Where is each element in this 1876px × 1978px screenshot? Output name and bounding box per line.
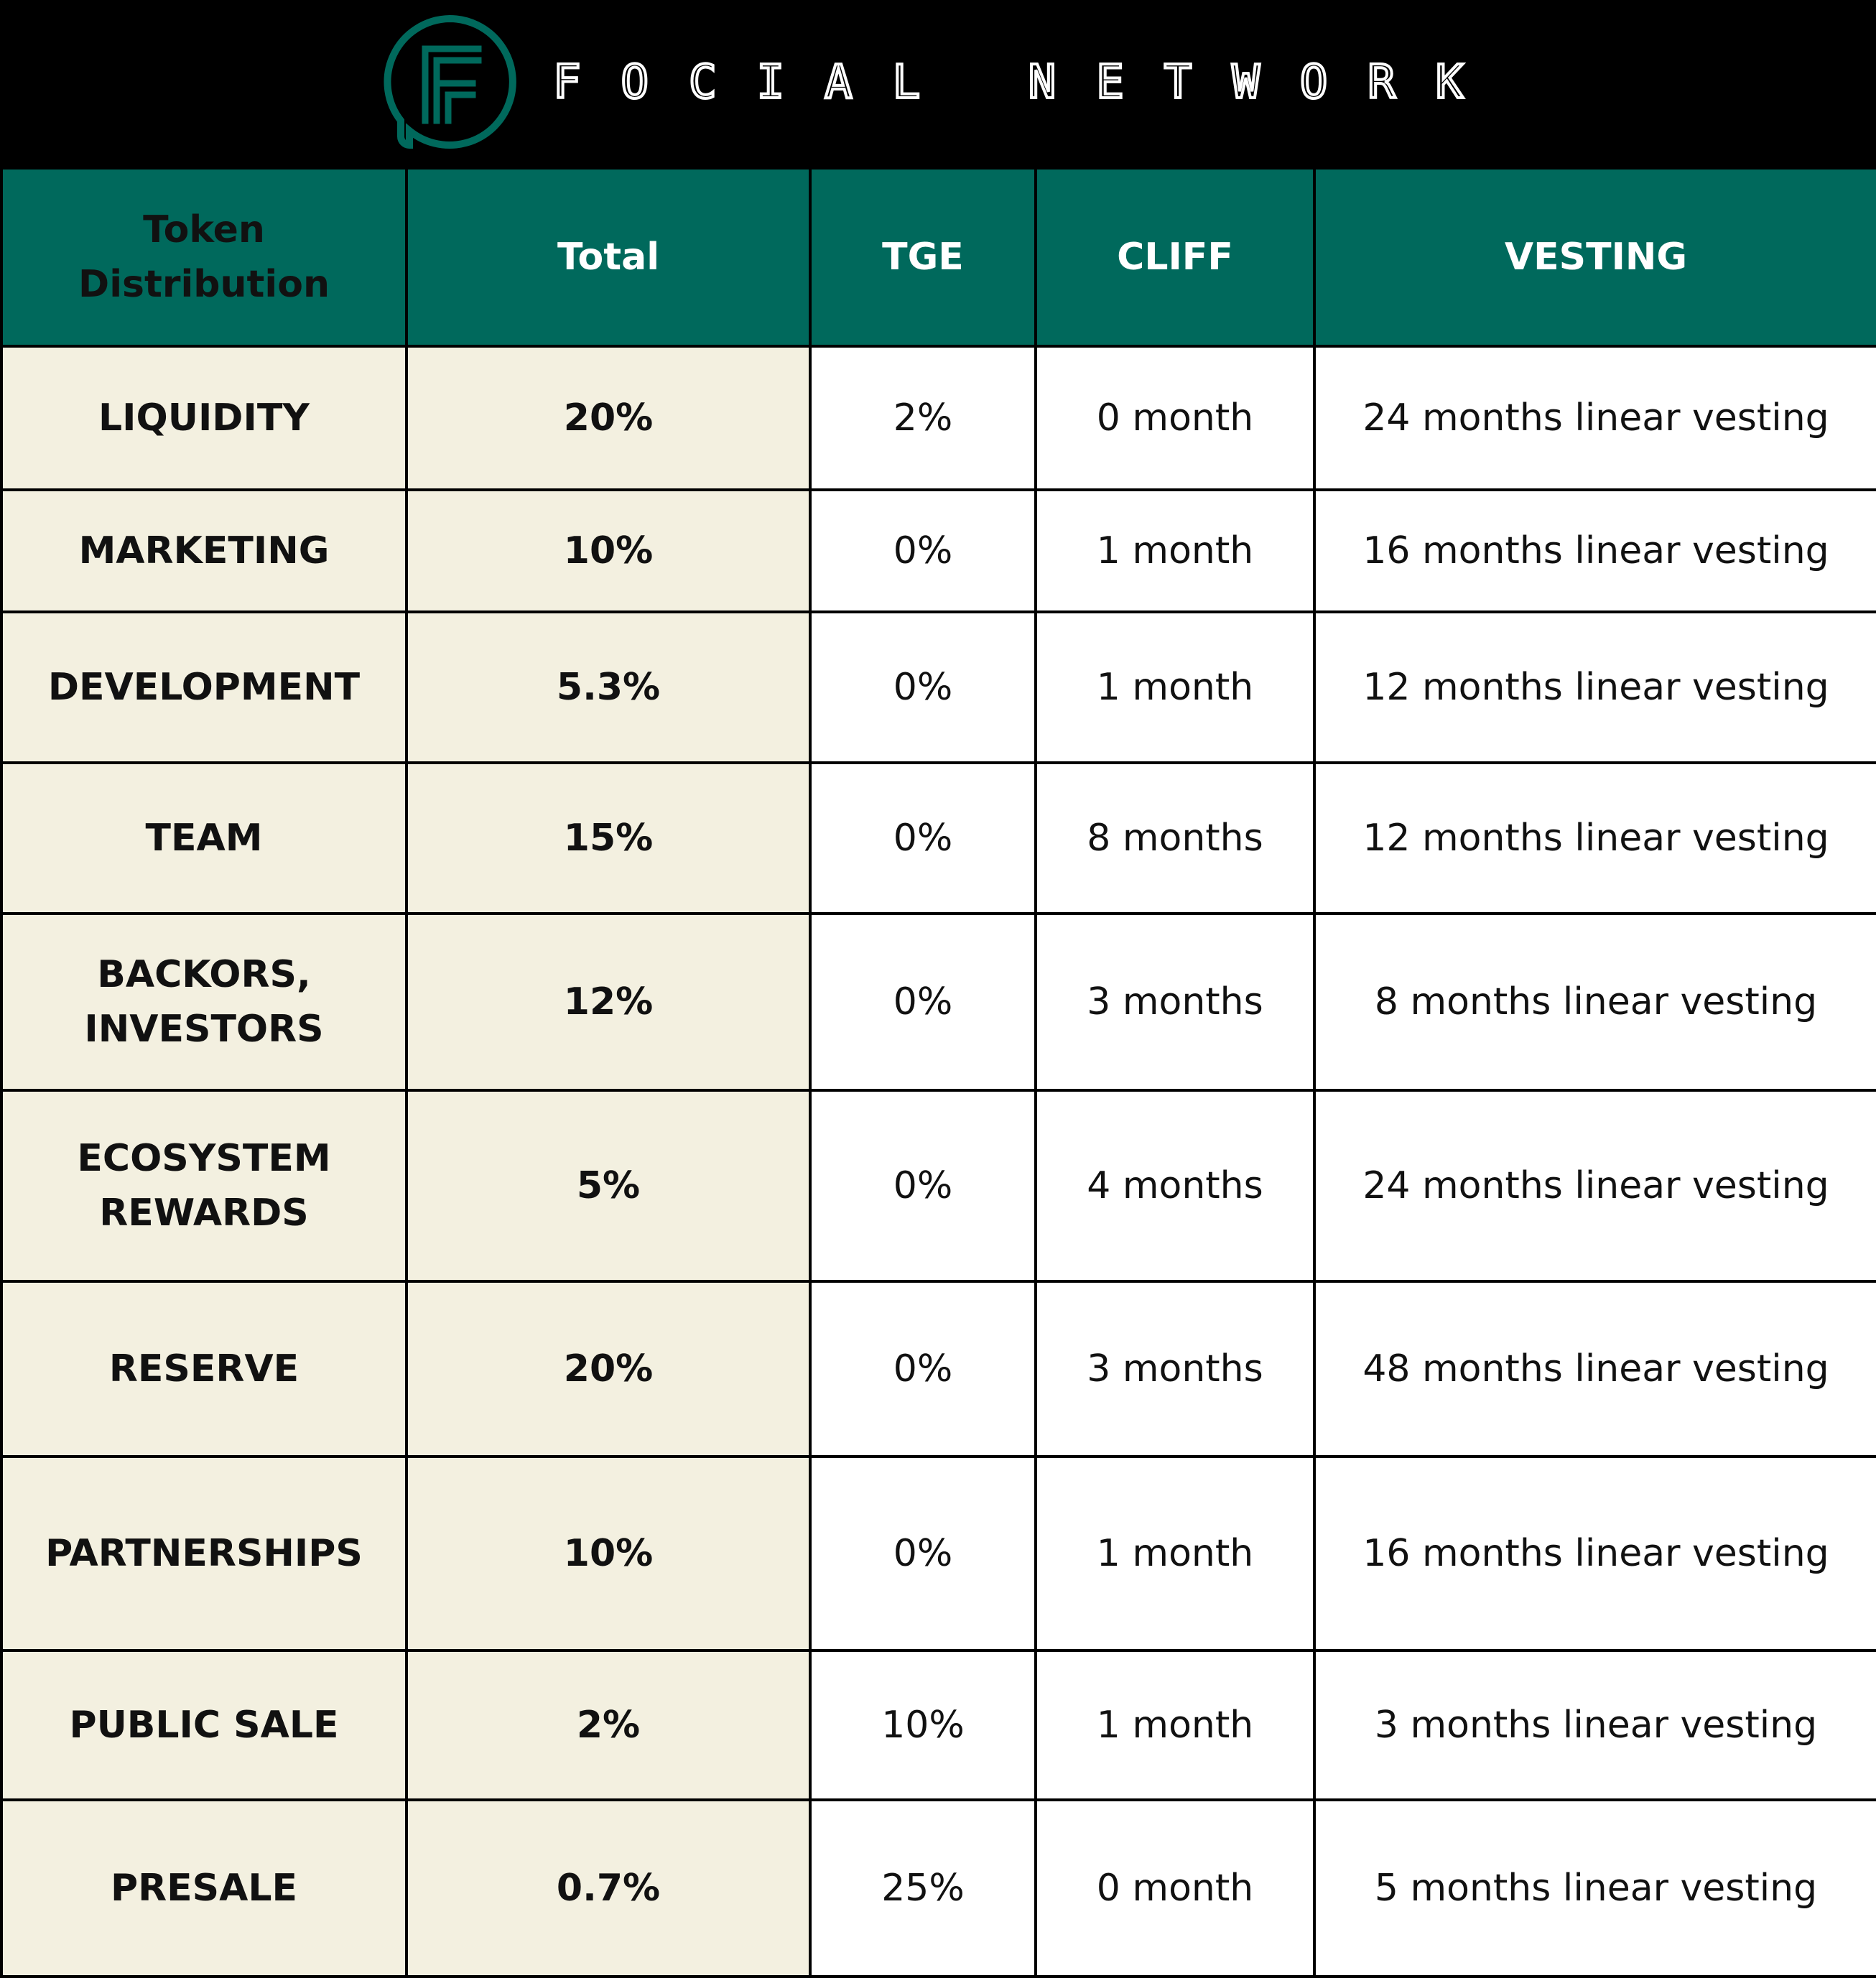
header-vesting: VESTING xyxy=(1313,167,1876,348)
row-tge: 0% xyxy=(809,912,1037,1092)
row-vesting: 16 months linear vesting xyxy=(1313,488,1876,613)
row-vesting: 3 months linear vesting xyxy=(1313,1649,1876,1801)
row-tge: 0% xyxy=(809,1089,1037,1283)
table-row: PUBLIC SALE 2% 10% 1 month 3 months line… xyxy=(0,1649,1876,1801)
row-vesting: 16 months linear vesting xyxy=(1313,1455,1876,1652)
table-row: RESERVE 20% 0% 3 months 48 months linear… xyxy=(0,1280,1876,1458)
row-label: DEVELOPMENT xyxy=(0,610,408,764)
table-row: MARKETING 10% 0% 1 month 16 months linea… xyxy=(0,488,1876,613)
header-tge: TGE xyxy=(809,167,1037,348)
table-row: PRESALE 0.7% 25% 0 month 5 months linear… xyxy=(0,1798,1876,1978)
row-total: 12% xyxy=(405,912,812,1092)
brand-name: FOCIAL NETWORK xyxy=(552,55,1504,111)
table-row: TEAM 15% 0% 8 months 12 months linear ve… xyxy=(0,761,1876,915)
row-tge: 2% xyxy=(809,345,1037,491)
table-row: DEVELOPMENT 5.3% 0% 1 month 12 months li… xyxy=(0,610,1876,764)
row-vesting: 5 months linear vesting xyxy=(1313,1798,1876,1978)
row-total: 5% xyxy=(405,1089,812,1283)
table-row: PARTNERSHIPS 10% 0% 1 month 16 months li… xyxy=(0,1455,1876,1652)
header-distribution: Token Distribution xyxy=(0,167,408,348)
row-total: 15% xyxy=(405,761,812,915)
row-label: ECOSYSTEM REWARDS xyxy=(0,1089,408,1283)
row-total: 2% xyxy=(405,1649,812,1801)
row-cliff: 1 month xyxy=(1034,488,1316,613)
row-cliff: 1 month xyxy=(1034,1649,1316,1801)
row-label: PUBLIC SALE xyxy=(0,1649,408,1801)
row-cliff: 4 months xyxy=(1034,1089,1316,1283)
row-tge: 0% xyxy=(809,488,1037,613)
row-total: 10% xyxy=(405,1455,812,1652)
row-label: BACKORS, INVESTORS xyxy=(0,912,408,1092)
row-cliff: 0 month xyxy=(1034,1798,1316,1978)
table-row: ECOSYSTEM REWARDS 5% 0% 4 months 24 mont… xyxy=(0,1089,1876,1283)
row-vesting: 24 months linear vesting xyxy=(1313,345,1876,491)
row-cliff: 3 months xyxy=(1034,1280,1316,1458)
row-tge: 25% xyxy=(809,1798,1037,1978)
row-label: LIQUIDITY xyxy=(0,345,408,491)
row-total: 20% xyxy=(405,345,812,491)
row-label: MARKETING xyxy=(0,488,408,613)
row-tge: 0% xyxy=(809,1455,1037,1652)
row-total: 20% xyxy=(405,1280,812,1458)
row-vesting: 8 months linear vesting xyxy=(1313,912,1876,1092)
table-row: LIQUIDITY 20% 2% 0 month 24 months linea… xyxy=(0,345,1876,491)
row-tge: 0% xyxy=(809,761,1037,915)
row-tge: 0% xyxy=(809,1280,1037,1458)
row-vesting: 24 months linear vesting xyxy=(1313,1089,1876,1283)
header-cliff: CLIFF xyxy=(1034,167,1316,348)
row-label: PARTNERSHIPS xyxy=(0,1455,408,1652)
table-row: BACKORS, INVESTORS 12% 0% 3 months 8 mon… xyxy=(0,912,1876,1092)
row-total: 0.7% xyxy=(405,1798,812,1978)
brand-title: FOCIAL NETWORK xyxy=(552,0,1504,165)
header-total: Total xyxy=(405,167,812,348)
row-total: 5.3% xyxy=(405,610,812,764)
row-cliff: 1 month xyxy=(1034,610,1316,764)
row-vesting: 12 months linear vesting xyxy=(1313,761,1876,915)
row-tge: 10% xyxy=(809,1649,1037,1801)
page-header: FOCIAL NETWORK xyxy=(0,0,1876,165)
row-cliff: 1 month xyxy=(1034,1455,1316,1652)
token-distribution-table: Token Distribution Total TGE CLIFF VESTI… xyxy=(0,167,1876,1978)
row-tge: 0% xyxy=(809,610,1037,764)
table-header-row: Token Distribution Total TGE CLIFF VESTI… xyxy=(0,167,1876,348)
row-cliff: 8 months xyxy=(1034,761,1316,915)
row-vesting: 12 months linear vesting xyxy=(1313,610,1876,764)
row-cliff: 0 month xyxy=(1034,345,1316,491)
row-label: TEAM xyxy=(0,761,408,915)
row-vesting: 48 months linear vesting xyxy=(1313,1280,1876,1458)
row-cliff: 3 months xyxy=(1034,912,1316,1092)
row-total: 10% xyxy=(405,488,812,613)
focial-logo-icon xyxy=(381,13,519,151)
row-label: PRESALE xyxy=(0,1798,408,1978)
row-label: RESERVE xyxy=(0,1280,408,1458)
